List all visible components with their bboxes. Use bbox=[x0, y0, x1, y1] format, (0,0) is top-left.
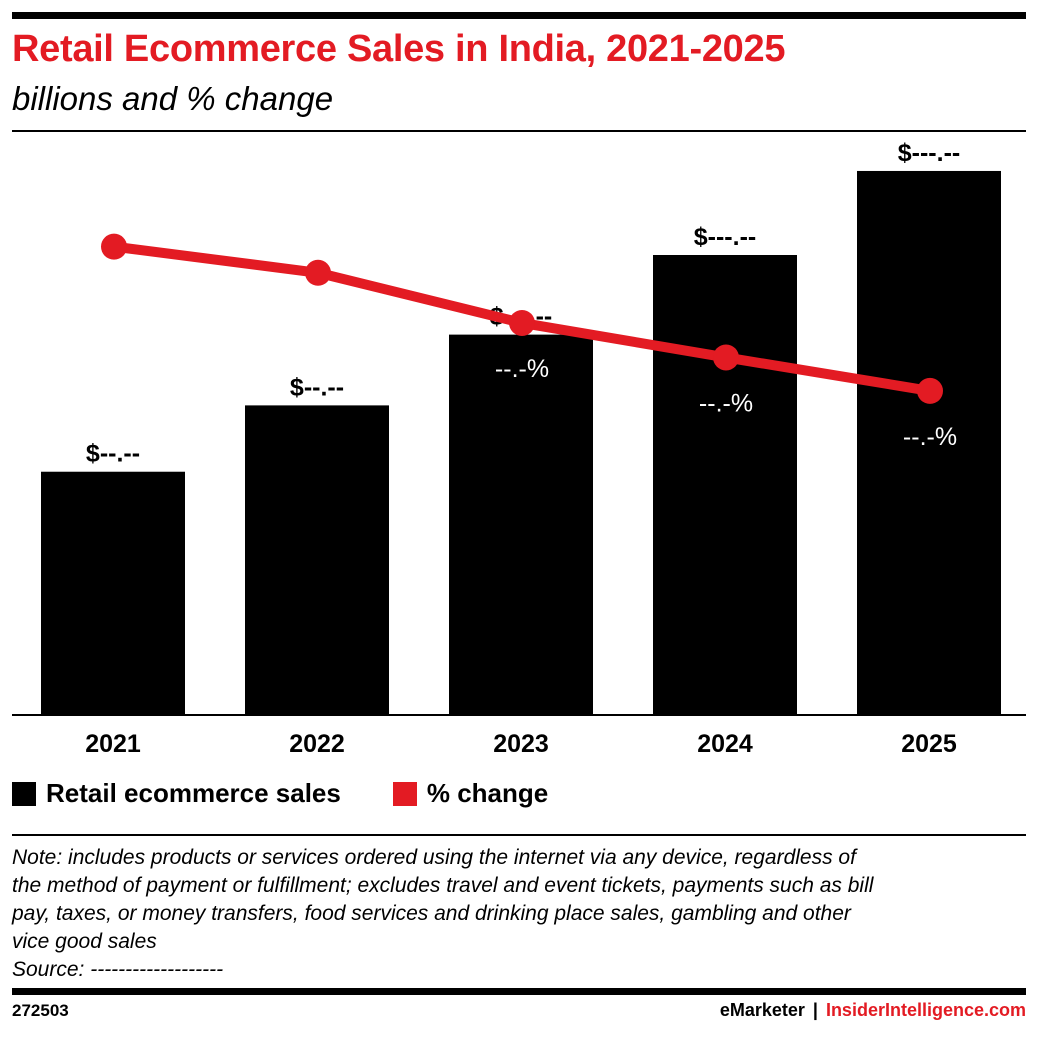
chart-area: $--.-- 2021 $--.-- 2022 $---.-- 2023 $---.-- 20… bbox=[12, 140, 1026, 758]
bar bbox=[41, 471, 185, 715]
change-value-label: --.-% bbox=[291, 305, 345, 333]
legend-item-sales: Retail ecommerce sales bbox=[12, 778, 341, 809]
legend-label-sales: Retail ecommerce sales bbox=[46, 778, 341, 808]
change-point bbox=[917, 377, 943, 404]
x-tick-label: 2021 bbox=[85, 730, 141, 758]
bar bbox=[245, 405, 389, 715]
chart-title: Retail Ecommerce Sales in India, 2021-20… bbox=[12, 28, 786, 70]
x-tick-label: 2025 bbox=[901, 730, 957, 758]
footer-rule bbox=[12, 988, 1026, 995]
note-divider bbox=[12, 834, 1026, 836]
bar-value-label: $--.-- bbox=[290, 373, 344, 401]
bar-value-label: $--.-- bbox=[86, 440, 140, 468]
bar-value-label: $---.-- bbox=[898, 140, 960, 167]
chart-subtitle: billions and % change bbox=[12, 80, 334, 117]
change-point bbox=[101, 233, 127, 260]
note-line: pay, taxes, or money transfers, food ser… bbox=[12, 902, 851, 925]
legend-swatch-sales bbox=[12, 781, 36, 806]
top-rule bbox=[12, 12, 1026, 19]
brand-insider-link[interactable]: InsiderIntelligence.com bbox=[825, 1000, 1026, 1020]
change-value-label: --.-% bbox=[87, 279, 141, 307]
change-value-label: --.-% bbox=[903, 423, 957, 451]
x-tick-label: 2023 bbox=[493, 730, 549, 758]
chart-id: 272503 bbox=[12, 1001, 69, 1020]
note-line: Note: includes products or services orde… bbox=[12, 846, 856, 869]
source-line: Source: ------------------- bbox=[12, 958, 224, 981]
footer-brand: eMarketer | InsiderIntelligence.com bbox=[720, 1000, 1026, 1021]
legend-swatch-change bbox=[392, 781, 417, 806]
change-point bbox=[305, 259, 331, 286]
chart-note: Note: includes products or services orde… bbox=[12, 844, 1024, 984]
x-tick-label: 2024 bbox=[697, 730, 753, 758]
title-divider bbox=[12, 130, 1026, 132]
legend-item-change: % change bbox=[392, 778, 549, 809]
brand-separator: | bbox=[812, 1000, 818, 1020]
legend: Retail ecommerce sales % change bbox=[12, 778, 600, 809]
x-tick-label: 2022 bbox=[289, 730, 345, 758]
bar-value-label: $---.-- bbox=[694, 223, 756, 251]
change-value-label: --.-% bbox=[495, 355, 549, 383]
bar bbox=[449, 334, 593, 715]
bar bbox=[857, 170, 1001, 715]
bar bbox=[653, 255, 797, 715]
note-line: vice good sales bbox=[12, 930, 157, 953]
change-point bbox=[509, 309, 535, 336]
change-value-label: --.-% bbox=[699, 389, 753, 417]
brand-emarketer: eMarketer bbox=[719, 1000, 805, 1020]
note-line: the method of payment or fulfillment; ex… bbox=[12, 874, 874, 897]
change-point bbox=[713, 344, 739, 371]
legend-label-change: % change bbox=[426, 778, 549, 808]
